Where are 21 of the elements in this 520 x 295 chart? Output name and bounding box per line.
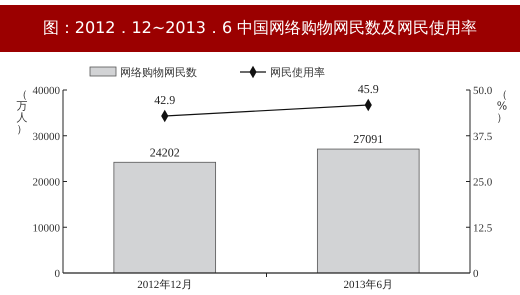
y2-tick-label: 50.0 — [473, 85, 493, 97]
data-label: 24202 — [150, 145, 180, 160]
chart-title: 图：2012．12~2013．6 中国网络购物网民数及网民使用率 — [42, 18, 478, 37]
y-tick-label: 20000 — [32, 176, 60, 188]
data-label: 42.9 — [154, 92, 176, 107]
y2-tick-label: 12.5 — [473, 222, 493, 234]
x-tick-label: 2013年6月 — [344, 279, 393, 291]
y-tick-label: 30000 — [32, 130, 60, 143]
y-tick-label: 40000 — [32, 85, 60, 97]
y2-axis-title: （%） — [496, 88, 508, 124]
y2-tick-label: 25.0 — [473, 176, 493, 188]
y2-tick-label: 37.5 — [473, 130, 493, 143]
y-axis-title: （万人） — [16, 88, 28, 136]
data-label: 45.9 — [358, 82, 379, 96]
y-tick-label: 0 — [54, 268, 60, 280]
y-tick-label: 10000 — [32, 222, 60, 234]
legend-label: 网络购物网民数 — [120, 66, 197, 79]
x-tick-label: 2012年12月 — [137, 279, 192, 291]
data-label: 27091 — [353, 132, 384, 146]
legend-label: 网民使用率 — [270, 66, 325, 79]
y2-tick-label: 0 — [473, 268, 479, 280]
